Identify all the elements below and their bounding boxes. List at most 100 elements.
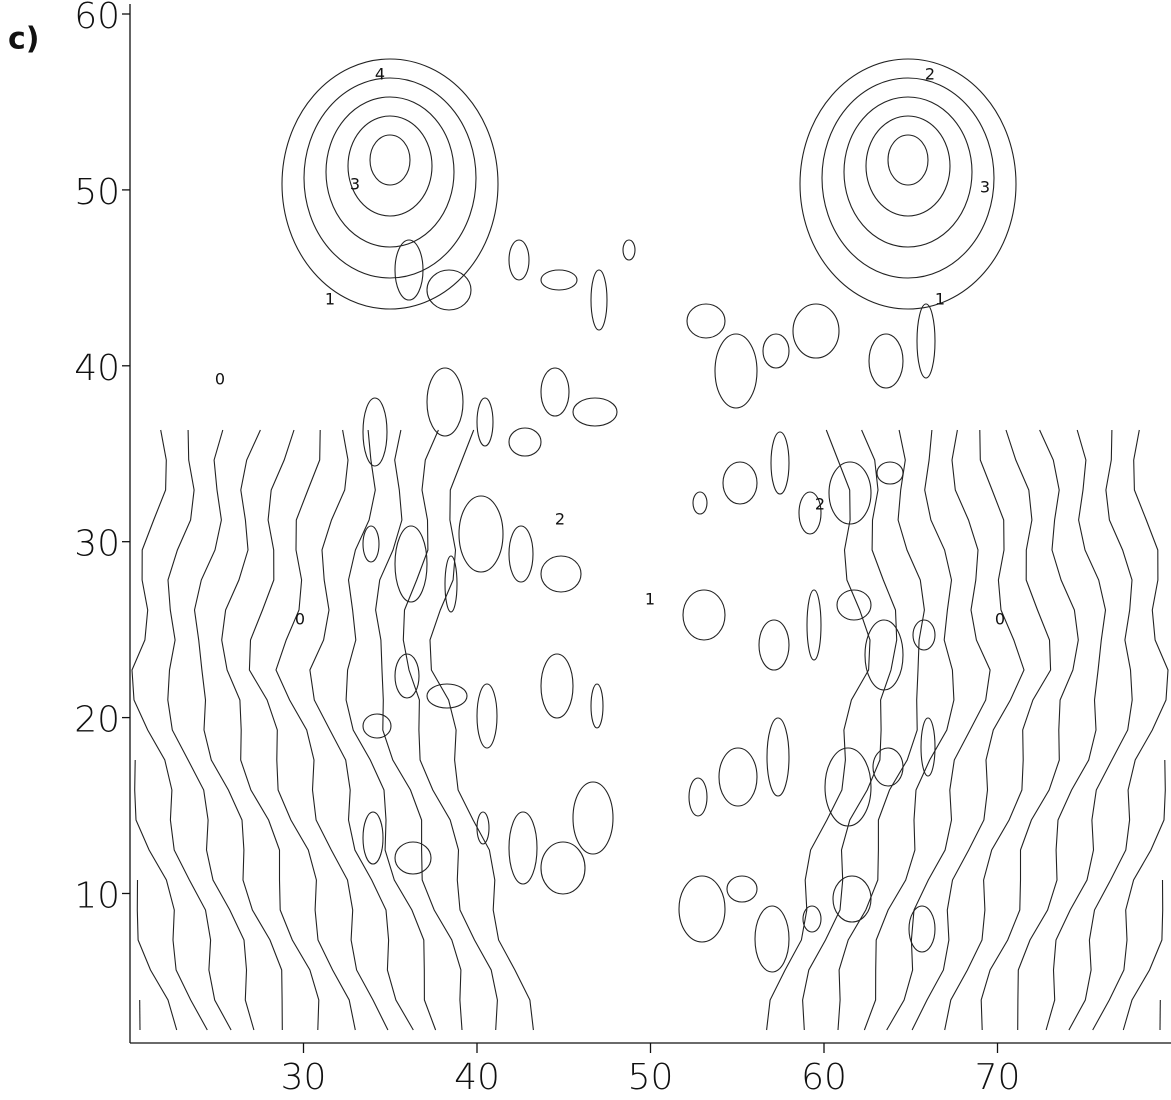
contour-line: [132, 430, 231, 1030]
contour-lines: [132, 59, 1168, 1030]
contour-line: [509, 526, 533, 582]
contour-level-label: 3: [350, 175, 360, 194]
contour-line: [869, 334, 903, 388]
contour-line: [887, 430, 990, 1030]
contour-line: [363, 526, 379, 562]
y-tick-label: 20: [74, 700, 120, 741]
y-tick-label: 50: [74, 172, 120, 213]
contour-line: [326, 97, 454, 247]
contour-line: [719, 748, 757, 806]
page: {"chart_data": {"type": "contour", "pane…: [0, 0, 1171, 1100]
contour-level-label: 2: [925, 65, 935, 84]
contour-line: [195, 430, 283, 1030]
contour-line: [771, 432, 789, 494]
x-tick-label: 30: [281, 1057, 327, 1098]
contour-line: [363, 714, 391, 738]
contour-line: [427, 270, 471, 310]
contour-line: [864, 430, 954, 1030]
contour-line: [727, 876, 757, 902]
contour-line: [477, 398, 493, 446]
contour-line: [1123, 880, 1162, 1030]
contour-line: [573, 398, 617, 426]
contour-line: [693, 492, 707, 514]
contour-line: [917, 304, 935, 378]
contour-line: [509, 428, 541, 456]
contour-line: [767, 718, 789, 796]
contour-line: [363, 398, 387, 466]
contour-line: [541, 842, 585, 894]
contour-line: [541, 368, 569, 416]
contour-line: [888, 135, 928, 185]
contour-line: [346, 430, 436, 1030]
contour-line: [541, 270, 577, 290]
contour-line: [767, 430, 870, 1030]
contour-line: [683, 590, 725, 640]
contour-line: [837, 590, 871, 620]
contour-line: [509, 812, 537, 884]
contour-line: [427, 684, 467, 708]
contour-level-label: 1: [935, 290, 945, 309]
contour-level-label: 3: [980, 178, 990, 197]
panel-label: c): [8, 22, 40, 57]
contour-line: [913, 620, 935, 650]
contour-line: [591, 684, 603, 728]
contour-line: [793, 304, 839, 358]
contour-line: [348, 116, 432, 216]
contour-level-label: 4: [375, 65, 385, 84]
contour-line: [395, 240, 423, 300]
contour-line: [430, 430, 533, 1030]
contour-line: [807, 590, 821, 660]
contour-line: [715, 334, 757, 408]
contour-line: [370, 135, 410, 185]
contour-line: [723, 462, 757, 504]
contour-line: [1069, 430, 1168, 1030]
contour-line: [623, 240, 635, 260]
contour-line: [541, 654, 573, 718]
contour-line: [137, 880, 176, 1030]
x-tick-label: 70: [975, 1057, 1021, 1098]
contour-line: [687, 304, 725, 338]
contour-line: [679, 876, 725, 942]
contour-line: [249, 430, 355, 1030]
contour-line: [304, 78, 476, 278]
contour-line: [541, 556, 581, 592]
y-tick-label: 30: [74, 524, 120, 565]
contour-level-label: 0: [295, 610, 305, 629]
contour-level-label: 0: [995, 610, 1005, 629]
chart: c) 4233110220101020304050603040506070: [0, 0, 1171, 1100]
contour-line: [459, 496, 503, 572]
contour-level-label: 1: [325, 290, 335, 309]
contour-line: [509, 240, 529, 280]
y-tick-label: 10: [74, 875, 120, 916]
contour-line: [310, 430, 413, 1030]
contour-line: [921, 718, 935, 776]
contour-line: [591, 270, 607, 330]
y-tick-label: 60: [74, 0, 120, 37]
contour-line: [866, 116, 950, 216]
y-tick-label: 40: [74, 348, 120, 389]
contour-line: [395, 842, 431, 874]
contour-line: [822, 78, 994, 278]
contour-level-label: 0: [215, 370, 225, 389]
x-tick-label: 60: [801, 1057, 847, 1098]
contour-level-label: 2: [815, 495, 825, 514]
contour-line: [427, 368, 463, 436]
contour-line: [833, 876, 871, 922]
contour-line: [945, 430, 1051, 1030]
contour-line: [825, 748, 871, 826]
contour-line: [689, 778, 707, 816]
x-tick-label: 40: [454, 1057, 500, 1098]
contour-line: [1018, 430, 1106, 1030]
contour-line: [477, 684, 497, 748]
contour-line: [759, 620, 789, 670]
contour-line: [755, 906, 789, 972]
contour-line: [763, 334, 789, 368]
contour-line: [363, 812, 383, 864]
contour-line: [844, 97, 972, 247]
x-tick-label: 50: [628, 1057, 674, 1098]
contour-level-label: 2: [555, 510, 565, 529]
contour-line: [877, 462, 903, 484]
contour-line: [573, 782, 613, 854]
contour-level-label: 1: [645, 590, 655, 609]
contour-line: [865, 620, 903, 690]
